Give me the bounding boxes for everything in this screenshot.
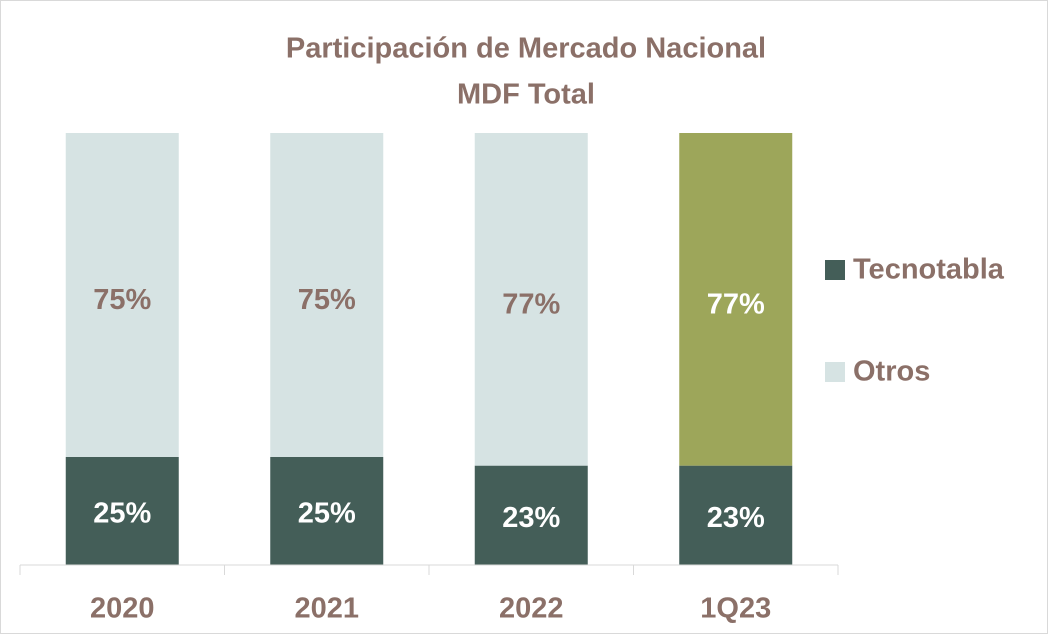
data-label: 75% <box>298 284 356 316</box>
data-label: 25% <box>93 498 151 530</box>
x-tick-label: 2020 <box>90 593 155 625</box>
legend-swatch <box>825 260 845 280</box>
bar-segment <box>270 457 384 565</box>
bar-segment <box>679 133 793 466</box>
x-tick-label: 2021 <box>294 593 359 625</box>
chart-title: MDF Total <box>457 79 595 111</box>
data-label: 77% <box>707 289 765 321</box>
chart-title: Participación de Mercado Nacional <box>286 33 766 65</box>
x-tick-label: 1Q23 <box>700 593 771 625</box>
data-label: 77% <box>502 289 560 321</box>
data-label: 75% <box>93 284 151 316</box>
bar-segment <box>65 133 179 457</box>
legend-swatch <box>825 362 845 382</box>
data-label: 23% <box>502 502 560 534</box>
legend-label: Otros <box>853 356 930 388</box>
bar-segment <box>679 465 793 565</box>
legend-label: Tecnotabla <box>853 254 1005 286</box>
x-tick-label: 2022 <box>499 593 564 625</box>
bar-segment <box>270 133 384 457</box>
data-label: 23% <box>707 502 765 534</box>
bar-segment <box>474 133 588 466</box>
data-label: 25% <box>298 498 356 530</box>
bar-segment <box>474 465 588 565</box>
bar-segment <box>65 457 179 565</box>
